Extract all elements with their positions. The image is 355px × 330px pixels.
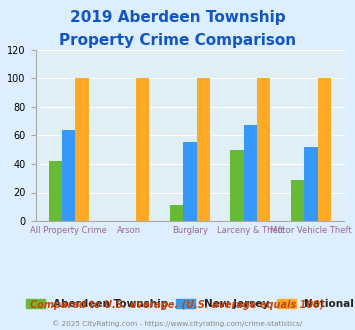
Bar — [304, 147, 318, 221]
Bar — [62, 130, 76, 221]
Bar — [49, 161, 62, 221]
Bar — [183, 143, 197, 221]
Text: Property Crime Comparison: Property Crime Comparison — [59, 33, 296, 48]
Legend: Aberdeen Township, New Jersey, National: Aberdeen Township, New Jersey, National — [22, 295, 355, 313]
Text: © 2025 CityRating.com - https://www.cityrating.com/crime-statistics/: © 2025 CityRating.com - https://www.city… — [53, 320, 302, 327]
Bar — [244, 125, 257, 221]
Bar — [291, 180, 304, 221]
Bar — [257, 78, 271, 221]
Bar — [230, 149, 244, 221]
Bar — [318, 78, 331, 221]
Bar — [76, 78, 89, 221]
Text: 2019 Aberdeen Township: 2019 Aberdeen Township — [70, 10, 285, 25]
Bar — [136, 78, 149, 221]
Text: Compared to U.S. average. (U.S. average equals 100): Compared to U.S. average. (U.S. average … — [30, 300, 325, 310]
Bar — [170, 205, 183, 221]
Bar — [197, 78, 210, 221]
